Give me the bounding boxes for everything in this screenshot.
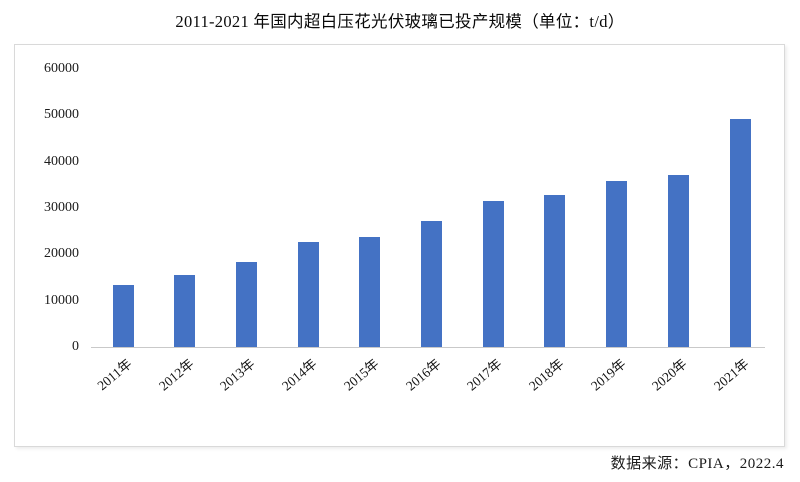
y-tick-label: 0 bbox=[72, 339, 79, 354]
bar-2012年 bbox=[174, 275, 196, 347]
bar-2018年 bbox=[544, 194, 566, 347]
y-tick-label: 20000 bbox=[44, 246, 79, 262]
plot-area bbox=[91, 69, 765, 348]
bar-2020年 bbox=[667, 174, 689, 347]
y-tick-label: 30000 bbox=[44, 200, 79, 215]
bar-2014年 bbox=[297, 242, 319, 347]
bar-2016年 bbox=[421, 220, 442, 347]
bar-2015年 bbox=[359, 237, 381, 347]
y-tick-label: 60000 bbox=[44, 61, 79, 76]
chart-frame: 0 10000 20000 30000 40000 50000 60000 2011年 201… bbox=[14, 44, 785, 447]
bar-2021年 bbox=[729, 119, 751, 347]
bar-2011年 bbox=[112, 284, 134, 347]
bar-2019年 bbox=[606, 180, 628, 347]
y-tick-label: 40000 bbox=[44, 153, 79, 169]
bar-2017年 bbox=[482, 200, 504, 347]
bar-2013年 bbox=[235, 262, 257, 347]
y-tick-label: 50000 bbox=[44, 107, 79, 123]
y-tick-label: 10000 bbox=[44, 292, 79, 308]
source-note: 数据来源：CPIA，2022.4 bbox=[610, 456, 784, 472]
chart-title: 2011-2021 年国内超白压花光伏玻璃已投产规模（单位：t/d） bbox=[175, 12, 625, 31]
